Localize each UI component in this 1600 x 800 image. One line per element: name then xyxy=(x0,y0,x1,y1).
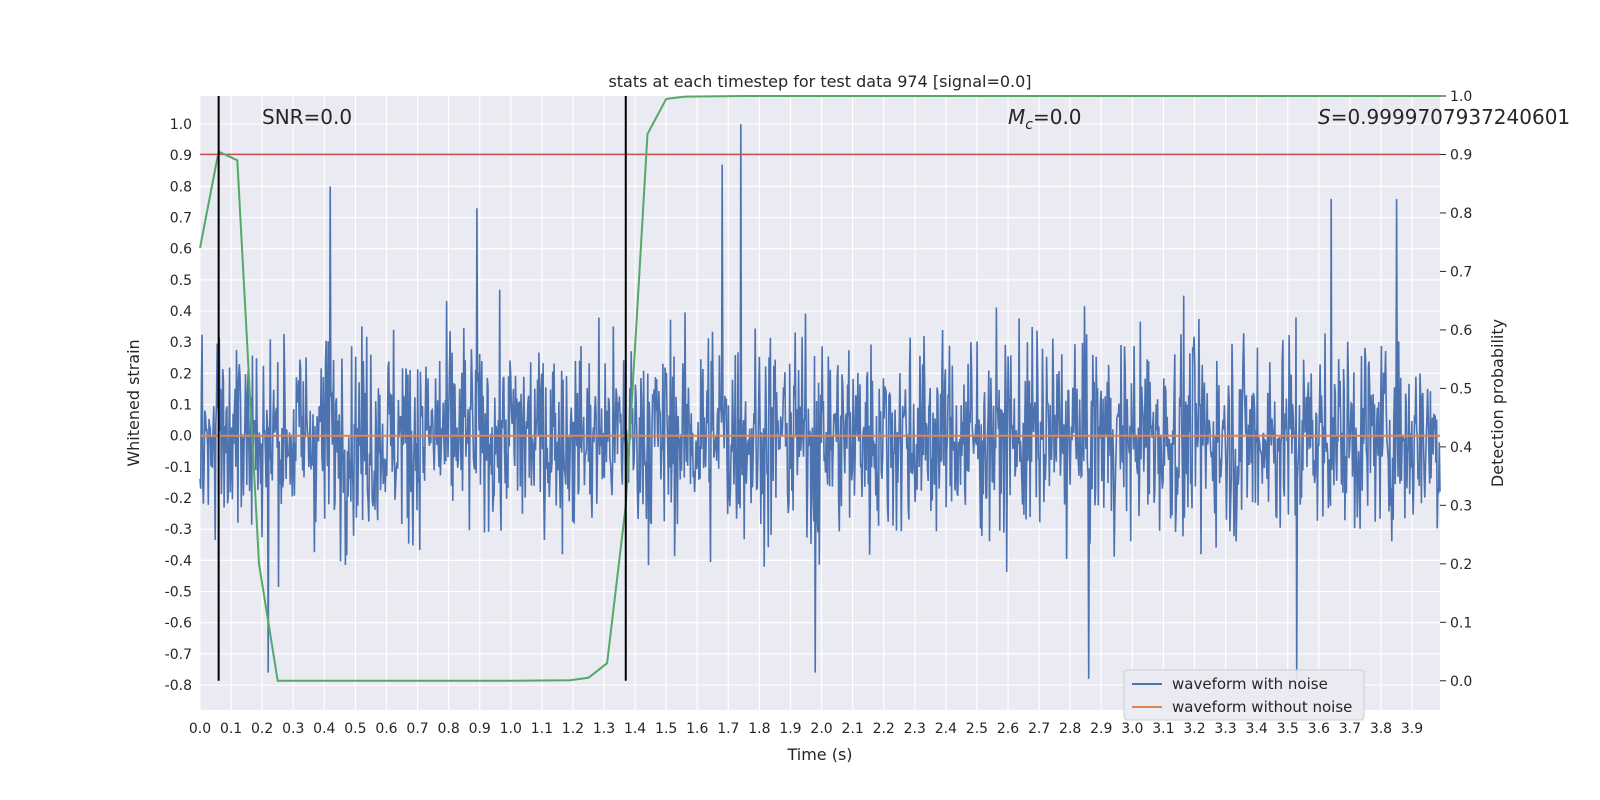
x-tick-label: 0.9 xyxy=(469,721,491,737)
x-tick-label: 2.8 xyxy=(1059,721,1081,737)
x-tick-label: 0.2 xyxy=(251,721,273,737)
x-tick-label: 0.3 xyxy=(282,721,304,737)
legend: waveform with noise waveform without noi… xyxy=(1123,669,1365,721)
x-tick-label: 2.5 xyxy=(966,721,988,737)
tick-labels: 0.0 0.1 0.2 0.3 0.4 0.5 0.6 0.7 0.8 0.9 1.0 1.1 1.2 1… xyxy=(165,89,1473,737)
y-tick-label: 0.2 xyxy=(170,366,192,382)
y-axis-label: Whitened strain xyxy=(124,339,143,466)
x-tick-label: 2.6 xyxy=(997,721,1019,737)
y2-tick-label: 0.6 xyxy=(1450,323,1472,339)
x-tick-label: 2.1 xyxy=(841,721,863,737)
y-tick-label: 0.5 xyxy=(170,273,192,289)
x-tick-label: 1.8 xyxy=(748,721,770,737)
x-tick-label: 3.4 xyxy=(1246,721,1268,737)
x-tick-label: 1.0 xyxy=(500,721,522,737)
mc-annotation: Mc=0.0 xyxy=(1008,105,1082,133)
x-tick-label: 0.0 xyxy=(189,721,211,737)
detection-probability-line xyxy=(199,95,1440,682)
x-tick-label: 1.1 xyxy=(531,721,553,737)
y-tick-label: -0.7 xyxy=(165,647,192,663)
series-lines xyxy=(199,95,1440,682)
y-tick-label: -0.1 xyxy=(165,460,192,476)
y2-tick-label: 0.1 xyxy=(1450,615,1472,631)
y-tick-label: 1.0 xyxy=(170,117,192,133)
y-tick-label: 0.0 xyxy=(170,429,192,445)
legend-box xyxy=(1123,669,1365,721)
y2-tick-label: 0.2 xyxy=(1450,557,1472,573)
y2-tick-label: 0.8 xyxy=(1450,206,1472,222)
y-tick-label: -0.2 xyxy=(165,491,192,507)
legend-label-clean: waveform without noise xyxy=(1172,698,1352,716)
x-tick-label: 1.3 xyxy=(593,721,615,737)
x-tick-label: 1.7 xyxy=(717,721,739,737)
x-tick-label: 3.1 xyxy=(1152,721,1174,737)
y-tick-label: -0.3 xyxy=(165,522,192,538)
y-tick-label: 0.4 xyxy=(170,304,192,320)
y-tick-label: -0.4 xyxy=(165,553,192,569)
y-tick-label: 0.9 xyxy=(170,148,192,164)
x-tick-label: 0.5 xyxy=(344,721,366,737)
y-tick-label: -0.8 xyxy=(165,678,192,694)
x-tick-label: 3.0 xyxy=(1121,721,1143,737)
snr-annotation: SNR=0.0 xyxy=(262,105,352,129)
y-tick-label: 0.8 xyxy=(170,179,192,195)
y-tick-label: 0.7 xyxy=(170,211,192,227)
x-tick-label: 3.7 xyxy=(1339,721,1361,737)
x-tick-label: 2.2 xyxy=(873,721,895,737)
x-tick-label: 1.6 xyxy=(686,721,708,737)
y2-tick-label: 0.3 xyxy=(1450,498,1472,514)
y2-tick-label: 0.4 xyxy=(1450,440,1472,456)
y-tick-label: -0.5 xyxy=(165,585,192,601)
x-tick-label: 2.4 xyxy=(935,721,957,737)
x-tick-label: 3.9 xyxy=(1401,721,1423,737)
y2-tick-label: 0.5 xyxy=(1450,381,1472,397)
x-tick-label: 1.9 xyxy=(779,721,801,737)
x-tick-label: 0.7 xyxy=(406,721,428,737)
waveform-with-noise-line xyxy=(199,124,1441,679)
y2-axis-label: Detection probability xyxy=(1488,319,1507,487)
x-tick-label: 0.4 xyxy=(313,721,335,737)
y-tick-label: -0.6 xyxy=(165,616,192,632)
y2-tick-label: 0.0 xyxy=(1450,674,1472,690)
y2-tick-label: 0.7 xyxy=(1450,264,1472,280)
x-tick-label: 3.2 xyxy=(1183,721,1205,737)
y2-tick-label: 1.0 xyxy=(1450,89,1472,105)
x-tick-label: 2.9 xyxy=(1090,721,1112,737)
x-tick-label: 0.8 xyxy=(437,721,459,737)
x-tick-label: 1.5 xyxy=(655,721,677,737)
x-tick-label: 1.4 xyxy=(624,721,646,737)
x-tick-label: 0.1 xyxy=(220,721,242,737)
x-tick-label: 3.3 xyxy=(1214,721,1236,737)
y-tick-label: 0.3 xyxy=(170,335,192,351)
x-tick-label: 3.5 xyxy=(1277,721,1299,737)
noise-series xyxy=(199,124,1441,679)
x-tick-label: 1.2 xyxy=(562,721,584,737)
x-tick-label: 2.0 xyxy=(810,721,832,737)
x-tick-label: 2.7 xyxy=(1028,721,1050,737)
y-tick-label: 0.6 xyxy=(170,242,192,258)
x-axis-label: Time (s) xyxy=(786,745,852,764)
y2-tick-label: 0.9 xyxy=(1450,147,1472,163)
x-tick-label: 3.6 xyxy=(1308,721,1330,737)
legend-label-noise: waveform with noise xyxy=(1172,675,1328,693)
x-tick-label: 2.3 xyxy=(904,721,926,737)
y-tick-label: 0.1 xyxy=(170,398,192,414)
x-tick-label: 0.6 xyxy=(375,721,397,737)
x-tick-label: 3.8 xyxy=(1370,721,1392,737)
chart-title: stats at each timestep for test data 974… xyxy=(608,72,1031,91)
s-annotation: S=0.9999707937240601 xyxy=(1318,105,1570,129)
